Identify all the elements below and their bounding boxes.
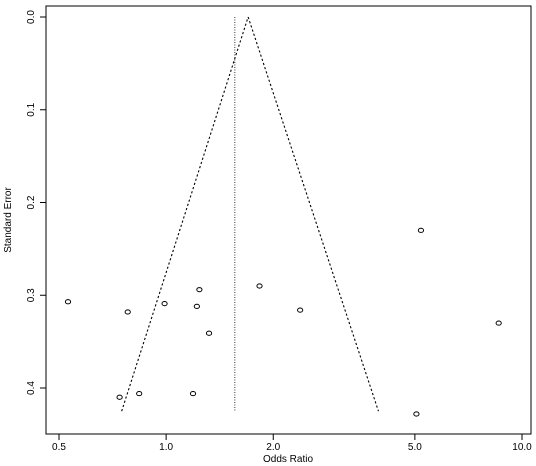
data-point — [413, 411, 420, 417]
y-tick-label: 0.1 — [26, 102, 37, 116]
y-tick-label: 0.2 — [26, 195, 37, 209]
funnel-right-line — [247, 16, 379, 412]
x-tick-label: 10.0 — [512, 442, 532, 453]
data-point — [64, 299, 72, 305]
data-point — [196, 287, 203, 293]
x-tick-label: 0.5 — [52, 442, 66, 453]
y-axis: 0.0 0.1 0.2 0.3 0.4 — [26, 10, 47, 395]
x-tick-label: 2.0 — [266, 442, 280, 453]
data-point — [189, 390, 197, 397]
data-point — [124, 309, 131, 315]
data-point — [161, 300, 168, 307]
data-point — [205, 330, 213, 336]
y-tick-label: 0.4 — [26, 381, 37, 395]
data-point — [136, 390, 143, 397]
data-point — [297, 307, 304, 313]
y-axis-title: Standard Error — [3, 187, 14, 253]
y-tick-label: 0.3 — [26, 288, 37, 302]
data-point — [256, 283, 263, 289]
data-point — [495, 320, 502, 326]
data-point — [417, 227, 425, 233]
data-point — [116, 394, 123, 400]
data-point — [193, 303, 200, 309]
x-tick-label: 1.0 — [159, 442, 173, 453]
x-axis: 0.5 1.0 2.0 5.0 10.0 — [52, 433, 532, 453]
funnel-lines — [121, 16, 379, 412]
y-tick-label: 0.0 — [26, 10, 37, 24]
plot-frame — [45, 5, 532, 435]
data-points — [64, 227, 502, 417]
funnel-left-line — [121, 16, 249, 412]
x-axis-title: Odds Ratio — [263, 454, 313, 465]
x-tick-label: 5.0 — [408, 442, 422, 453]
